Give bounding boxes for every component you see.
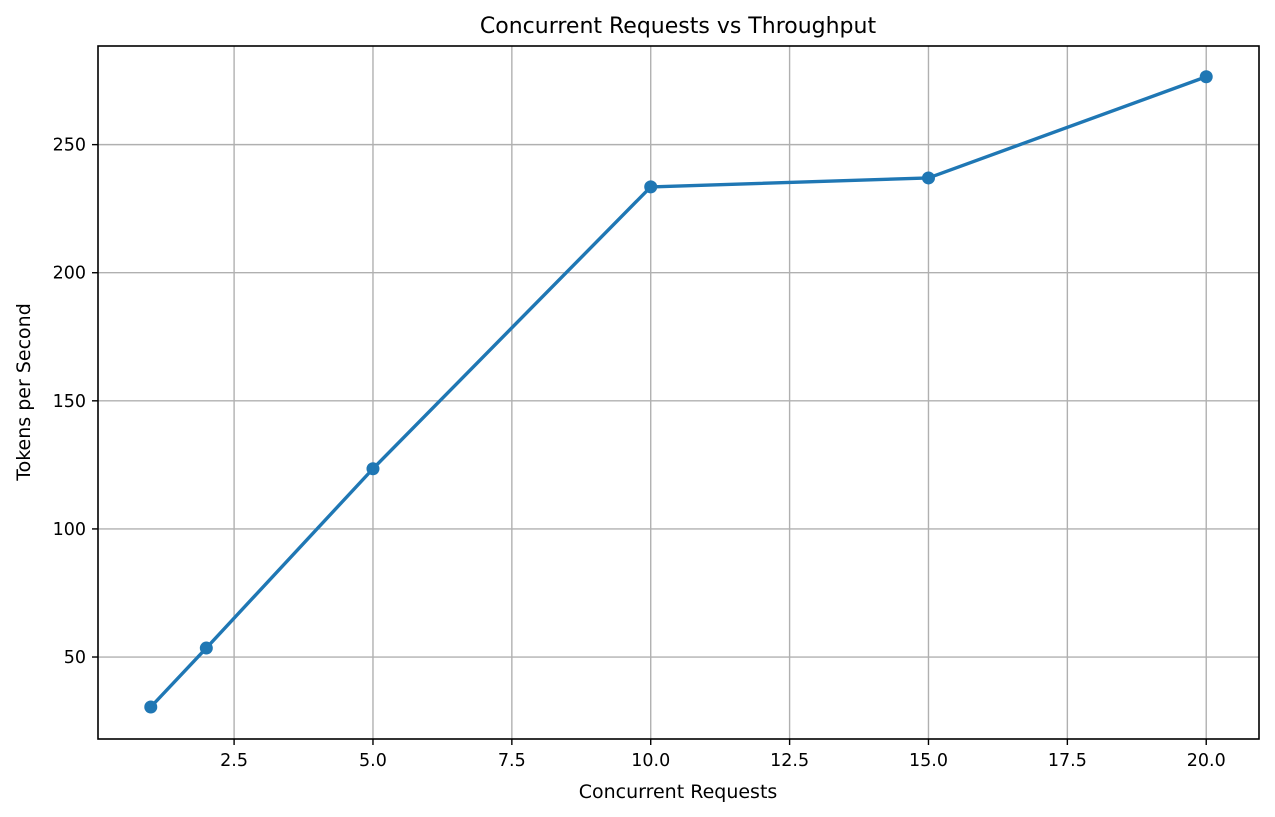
x-tick-label: 15.0 [909, 751, 948, 771]
data-point [644, 180, 658, 194]
x-axis-label: Concurrent Requests [579, 781, 778, 803]
y-tick-label: 250 [53, 136, 86, 156]
series-line [149, 75, 1208, 709]
x-tick-label: 7.5 [498, 751, 526, 771]
y-axis-label: Tokens per Second [13, 303, 35, 482]
grid-lines [98, 46, 1259, 739]
y-tick-label: 200 [53, 264, 86, 284]
y-tick-label: 150 [53, 392, 86, 412]
data-point [199, 641, 213, 655]
y-tick-label: 50 [64, 648, 86, 668]
x-tick-label: 20.0 [1187, 751, 1226, 771]
x-tick-label: 17.5 [1048, 751, 1087, 771]
plot-frame [97, 45, 1260, 740]
x-tick-label: 12.5 [770, 751, 809, 771]
x-tick-label: 5.0 [359, 751, 387, 771]
y-tick-label: 100 [53, 520, 86, 540]
chart-title: Concurrent Requests vs Throughput [480, 14, 877, 39]
x-tick-label: 2.5 [220, 751, 248, 771]
y-axis-ticks: 50 100 150 200 250 [53, 136, 98, 668]
x-tick-label: 10.0 [631, 751, 670, 771]
data-point [921, 171, 935, 185]
data-point [1199, 70, 1213, 84]
data-point [366, 462, 380, 476]
x-axis-ticks: 2.5 5.0 7.5 10.0 12.5 15.0 17.5 20.0 [220, 739, 1226, 771]
data-point [144, 700, 158, 714]
series-layer [144, 70, 1213, 714]
